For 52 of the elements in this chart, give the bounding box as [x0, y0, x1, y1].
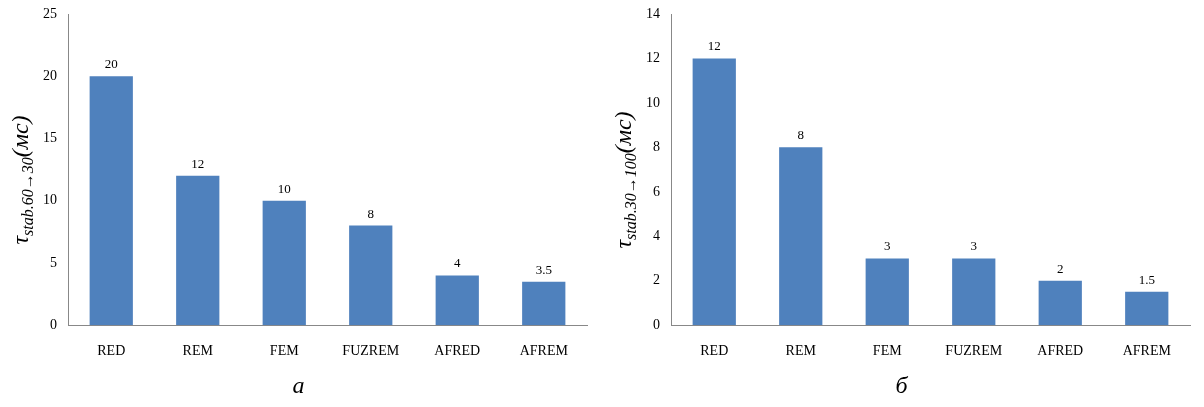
y-tick-label: 5 — [50, 254, 57, 270]
y-tick-label: 15 — [43, 130, 57, 146]
data-label: 3 — [970, 238, 977, 254]
x-tick-label: AFRED — [434, 343, 481, 359]
y-tick-label: 0 — [653, 316, 660, 332]
data-label: 1.5 — [1138, 271, 1155, 287]
x-tick-label: REM — [785, 343, 817, 359]
bar — [952, 258, 996, 326]
data-label: 12 — [191, 155, 205, 171]
bar — [435, 275, 479, 326]
x-axis-title: а — [291, 372, 306, 399]
data-label: 3 — [884, 238, 891, 254]
x-tick-label: AFRED — [1037, 343, 1084, 359]
data-label: 2 — [1057, 260, 1064, 276]
bar — [779, 147, 823, 326]
data-label: 8 — [367, 205, 374, 221]
bar — [262, 200, 306, 326]
data-label: 20 — [104, 56, 118, 72]
bar — [865, 258, 909, 326]
bar — [692, 58, 736, 326]
y-tick-label: 6 — [653, 183, 660, 199]
data-label: 4 — [454, 255, 461, 271]
y-tick-label: 2 — [653, 272, 660, 288]
x-tick-label: AFREM — [519, 343, 569, 359]
x-axis-title: б — [894, 372, 909, 399]
x-tick-label: RED — [700, 343, 729, 359]
y-tick-label: 25 — [43, 5, 57, 21]
bar — [1125, 291, 1169, 326]
x-tick-label: FEM — [269, 343, 300, 359]
bar — [176, 175, 220, 326]
y-tick-label: 20 — [43, 67, 57, 83]
bar — [349, 225, 393, 326]
y-tick-label: 10 — [646, 94, 660, 110]
bar — [522, 281, 566, 326]
bar — [89, 76, 133, 326]
data-label: 10 — [277, 180, 291, 196]
bar — [1038, 280, 1082, 326]
data-label: 3.5 — [535, 261, 552, 277]
y-tick-label: 8 — [653, 139, 660, 155]
x-tick-label: AFREM — [1122, 343, 1172, 359]
y-tick-label: 10 — [43, 192, 57, 208]
y-tick-label: 4 — [653, 227, 660, 243]
x-tick-label: RED — [97, 343, 126, 359]
data-label: 8 — [797, 127, 804, 143]
data-label: 12 — [707, 38, 721, 54]
x-tick-label: FEM — [872, 343, 903, 359]
x-tick-label: FUZREM — [945, 343, 1003, 359]
y-tick-label: 14 — [646, 5, 660, 21]
y-tick-label: 0 — [50, 316, 57, 332]
x-tick-label: FUZREM — [342, 343, 400, 359]
y-tick-label: 12 — [646, 50, 660, 66]
x-tick-label: REM — [182, 343, 214, 359]
